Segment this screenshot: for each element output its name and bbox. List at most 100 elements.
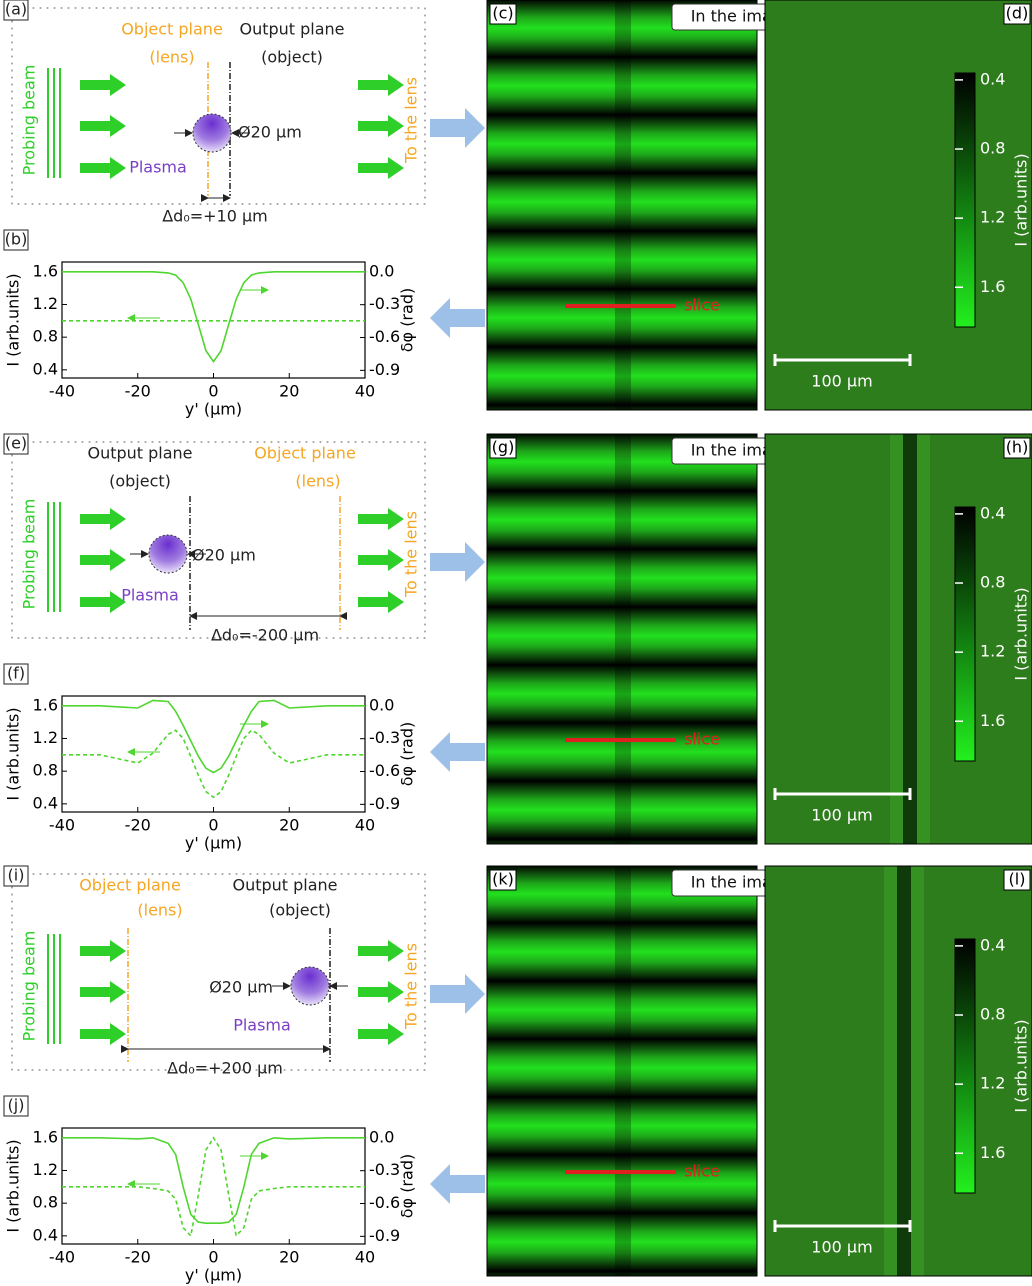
panel-label: (h): [1006, 438, 1029, 457]
probing-beam: Probing beam: [20, 931, 39, 1042]
y-tick-label: 0.4: [33, 793, 58, 812]
panel-label: (f): [7, 664, 25, 683]
beam-arrow: [80, 1023, 126, 1045]
x-tick-label: -20: [125, 816, 151, 835]
diagram-text: Object plane: [254, 444, 356, 463]
intensity-line: [62, 729, 365, 799]
scale-bar: [773, 354, 912, 366]
y2-axis-label: δφ (rad): [398, 722, 417, 786]
x-axis-label: y' (µm): [185, 834, 242, 853]
beam-arrow: [80, 549, 126, 571]
label-box: [3, 229, 29, 251]
colorbar: [954, 506, 976, 762]
y-tick-label: 1.6: [33, 695, 58, 714]
beam-arrow: [358, 549, 404, 571]
row: (a) Probing beam To the lens Object plane (l…: [3, 0, 1032, 411]
blue-arrow: [430, 974, 485, 1014]
colorbar-tick-label: 0.4: [980, 503, 1005, 522]
fringe-image: [487, 434, 757, 844]
x-tick-label: -20: [125, 1248, 151, 1267]
plasma: [192, 113, 232, 153]
map-fringe: [897, 866, 911, 1276]
colorbar-tick-label: 0.8: [980, 1005, 1005, 1024]
y2-tick-label: -0.6: [369, 1193, 400, 1212]
x-tick-label: 20: [279, 816, 299, 835]
panel-label: (l): [1009, 870, 1026, 889]
x-tick-label: 40: [355, 1248, 375, 1267]
diagram-text: (object): [109, 472, 171, 491]
fringe-feature: [615, 434, 631, 844]
diagram-text: (object): [261, 48, 323, 67]
y-tick-label: 0.8: [33, 327, 58, 346]
map-image: [765, 0, 1032, 410]
diagram-text: Δd₀=+200 µm: [167, 1059, 283, 1078]
y-axis-label: I (arb.units): [4, 1139, 23, 1232]
diagram-text: Ø20 µm: [209, 978, 273, 997]
fringe-image: [487, 866, 757, 1276]
y2-tick-label: 0.0: [369, 261, 394, 280]
slice-label: slice: [684, 296, 720, 315]
beam-arrow: [358, 74, 404, 96]
beam-arrow: [358, 157, 404, 179]
y2-tick-label: -0.9: [369, 360, 400, 379]
diagram-text: Plasma: [121, 586, 179, 605]
x-axis-label: y' (µm): [185, 1266, 242, 1285]
x-axis-label: y' (µm): [185, 400, 242, 419]
chart: (j) 0.4 0.8 1.2 1.6 0.0 -0.3 -0.6 -0.9 -40 -20 0 20 4…: [3, 1095, 417, 1285]
colorbar-tick-label: 1.2: [980, 1074, 1005, 1093]
label-box: [1003, 437, 1031, 459]
diagram-text: Ø20 µm: [238, 123, 302, 142]
map-fringe: [903, 434, 917, 844]
y2-tick-label: -0.3: [369, 1160, 400, 1179]
colorbar: [954, 938, 976, 1194]
to-lens: To the lens: [402, 943, 421, 1030]
diagram-text: Plasma: [233, 1016, 291, 1035]
x-tick-label: 0: [208, 816, 218, 835]
scale-label: 100 µm: [811, 1238, 872, 1257]
label-box: [489, 869, 517, 891]
colorbar: [954, 72, 976, 328]
map-frame: [764, 865, 1032, 1277]
colorbar-tick-label: 1.6: [980, 711, 1005, 730]
diagram-text: Object plane: [121, 20, 223, 39]
diagram-text: Δd₀=+10 µm: [162, 207, 268, 226]
diagram-text: (object): [269, 901, 331, 920]
diagram-text: (lens): [295, 472, 340, 491]
colorbar-tick-label: 1.2: [980, 208, 1005, 227]
beam-arrow: [358, 591, 404, 613]
label-box: [489, 437, 517, 459]
to-lens: To the lens: [402, 511, 421, 598]
fringe-image: [487, 0, 757, 410]
y2-tick-label: -0.6: [369, 327, 400, 346]
beam-arrow: [80, 157, 126, 179]
colorbar-tick-label: 1.6: [980, 1143, 1005, 1162]
scale-bar: [773, 788, 912, 800]
beam-arrow: [80, 115, 126, 137]
x-tick-label: -40: [49, 382, 75, 401]
x-tick-label: 40: [355, 382, 375, 401]
colorbar-label: I (arb.units): [1012, 587, 1031, 680]
colorbar-label: I (arb.units): [1012, 1019, 1031, 1112]
phase-line: [62, 1136, 365, 1224]
x-tick-label: 20: [279, 1248, 299, 1267]
intensity-line: [62, 1136, 365, 1238]
y2-tick-label: -0.9: [369, 1226, 400, 1245]
beam-arrow: [80, 981, 126, 1003]
beam-arrow: [358, 1023, 404, 1045]
row: (e) Probing beam To the lens Output plane (o…: [3, 433, 1032, 845]
to-lens: To the lens: [402, 77, 421, 164]
colorbar-label: I (arb.units): [1012, 153, 1031, 246]
y-tick-label: 0.8: [33, 1193, 58, 1212]
plot-frame: [61, 695, 366, 813]
y-tick-label: 0.4: [33, 359, 58, 378]
label-box: [489, 3, 517, 25]
diagram-frame: [11, 873, 426, 1071]
blue-arrow: [430, 298, 485, 338]
y2-axis-label: δφ (rad): [398, 288, 417, 352]
x-tick-label: -20: [125, 382, 151, 401]
blue-arrow: [430, 108, 485, 148]
diagram-text: Output plane: [232, 876, 337, 895]
panel-label: (e): [5, 434, 27, 453]
y-tick-label: 1.6: [33, 1127, 58, 1146]
map-frame: [764, 433, 1032, 845]
